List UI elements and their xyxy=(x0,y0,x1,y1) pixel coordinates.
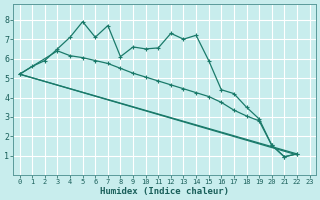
X-axis label: Humidex (Indice chaleur): Humidex (Indice chaleur) xyxy=(100,187,229,196)
